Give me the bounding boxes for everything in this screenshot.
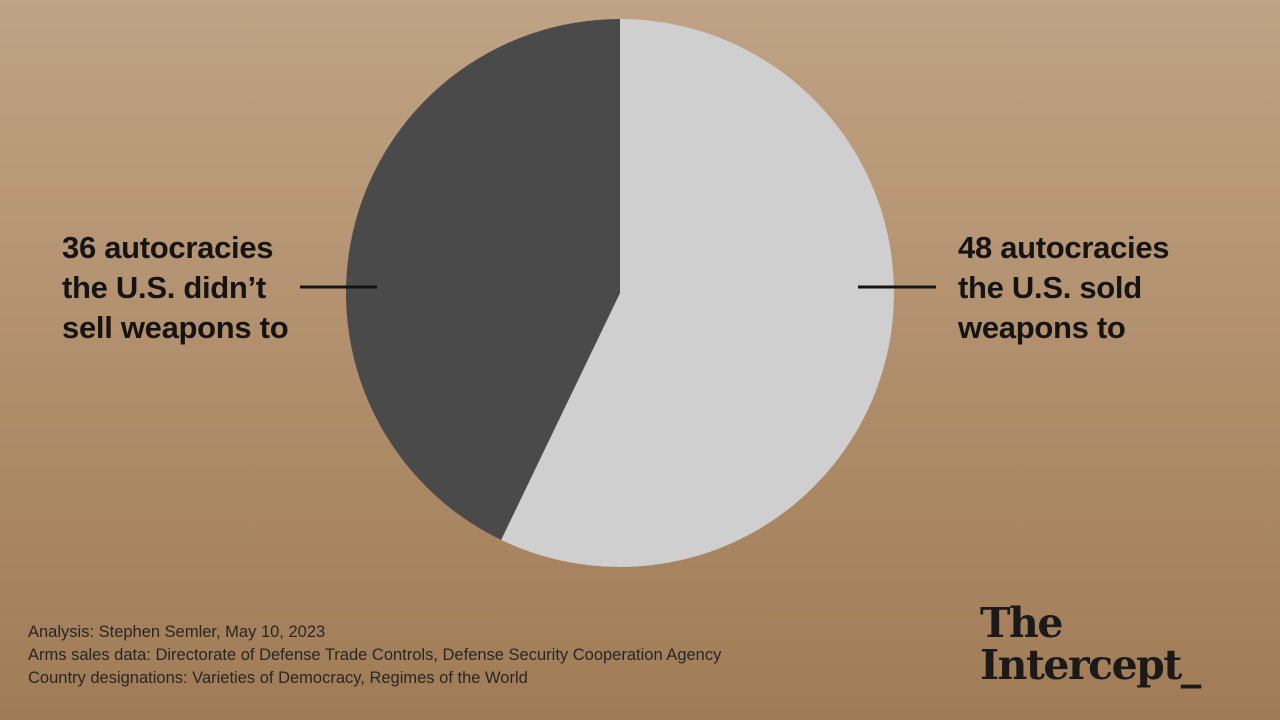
slice-label-line: 36 autocracies [62, 230, 274, 265]
source-notes: Analysis: Stephen Semler, May 10, 2023 A… [28, 621, 721, 690]
slice-label-line: the U.S. didn’t [62, 270, 266, 305]
source-note-line: Country designations: Varieties of Democ… [28, 669, 528, 687]
slice-label-line: weapons to [958, 310, 1126, 345]
slice-label-line: sell weapons to [62, 310, 289, 345]
logo-line: The [980, 599, 1063, 647]
pie-slice-1 [345, 18, 620, 540]
intercept-logo: The Intercept_ [980, 599, 1201, 689]
source-note-line: Arms sales data: Directorate of Defense … [28, 646, 722, 664]
source-note-line: Analysis: Stephen Semler, May 10, 2023 [28, 623, 326, 641]
slice-label-not-sold: 36 autocracies the U.S. didn’t sell weap… [62, 228, 289, 348]
slice-label-line: 48 autocracies [958, 230, 1170, 265]
slice-label-sold: 48 autocracies the U.S. sold weapons to [958, 228, 1170, 348]
slice-label-line: the U.S. sold [958, 270, 1142, 305]
pie-slice-0 [501, 19, 894, 568]
logo-line: Intercept_ [980, 641, 1201, 689]
